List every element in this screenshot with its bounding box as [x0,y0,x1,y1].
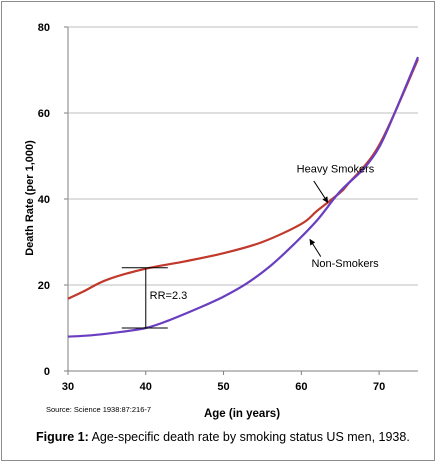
y-tick-label: 60 [38,108,50,120]
y-axis-label: Death Rate (per 1,000) [24,140,36,256]
x-tick-labels: 30 40 50 60 70 [62,371,385,393]
rr-bracket [121,267,168,329]
heavy-smokers-arrow [313,180,329,203]
figure-caption-text: Age-specific death rate by smoking statu… [88,430,410,444]
x-tick-label: 40 [140,381,152,393]
x-tick-label: 50 [217,381,229,393]
non-smokers-arrow [309,238,322,257]
x-tick-label: 30 [62,381,74,393]
y-tick-label: 80 [38,22,50,34]
line-chart: 0 20 40 60 80 30 40 50 60 70 Heavy Smokers Non-Sm… [24,22,420,420]
annotation-label: Non-Smokers [311,258,379,270]
x-tick-label: 70 [373,381,385,393]
annotation-label: RR=2.3 [150,290,188,302]
y-tick-label: 40 [38,194,50,206]
x-axis-label: Age (in years) [204,408,280,420]
y-tick-labels: 0 20 40 60 80 [38,22,68,378]
annotation-label: Heavy Smokers [297,163,375,175]
figure-label: Figure 1: [36,430,89,444]
y-tick-label: 0 [44,366,50,378]
annotations: Heavy Smokers Non-Smokers RR=2.3 [150,163,380,302]
y-tick-label: 20 [38,280,50,292]
annotation-arrows [309,180,329,257]
gridlines [68,26,418,286]
series-line [67,56,420,338]
series-lines [67,56,420,338]
figure-caption: Figure 1: Age-specific death rate by smo… [36,430,410,444]
source-note: Source: Science 1938:87:216-7 [46,405,151,414]
x-tick-label: 60 [295,381,307,393]
